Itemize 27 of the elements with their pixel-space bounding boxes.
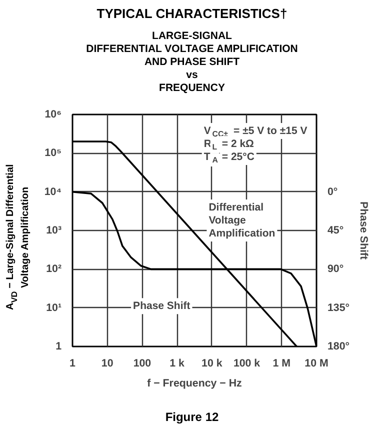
y-tick-label: 10⁵ [44,147,62,160]
caption: Figure 12 [165,409,219,426]
y2-tick-label: 0° [328,186,338,198]
y-tick-label: 10⁴ [44,186,62,198]
chart-subtitle: LARGE-SIGNAL DIFFERENTIAL VOLTAGE AMPLIFICATION AND PHASE SHIFT vs FREQUENCY [86,30,298,95]
chart-title: TYPICAL CHARACTERISTICS† [96,5,288,23]
y-tick-label: 10³ [46,224,62,236]
x-tick-label: 100 k [233,358,260,370]
x-tick-label: 1 k [170,358,185,370]
x-tick-label: 10 [101,358,114,370]
y2-tick-label: 90° [328,263,344,276]
x-tick-label: 10 M [304,358,328,370]
y2-tick-label: 180° [328,340,350,352]
y-tick-label: 10⁶ [44,108,62,120]
annotation: Differential Voltage Amplification [208,202,276,240]
x-tick-label: 1 [70,358,76,370]
x-tick-label: 10 k [202,358,222,370]
y2-tick-label: 45° [328,224,344,236]
annotation: Phase Shift [133,300,191,312]
x-tick-label: 1 M [272,358,291,370]
y-tick-label: 10² [46,263,62,276]
y2-tick-label: 135° [328,302,350,314]
y-tick-label: 10¹ [46,302,62,314]
y2-axis-title: Phase Shift [358,201,370,260]
x-axis-title: f − Frequency − Hz [147,378,242,390]
y-tick-label: 1 [56,340,62,352]
x-tick-label: 100 [133,358,152,370]
